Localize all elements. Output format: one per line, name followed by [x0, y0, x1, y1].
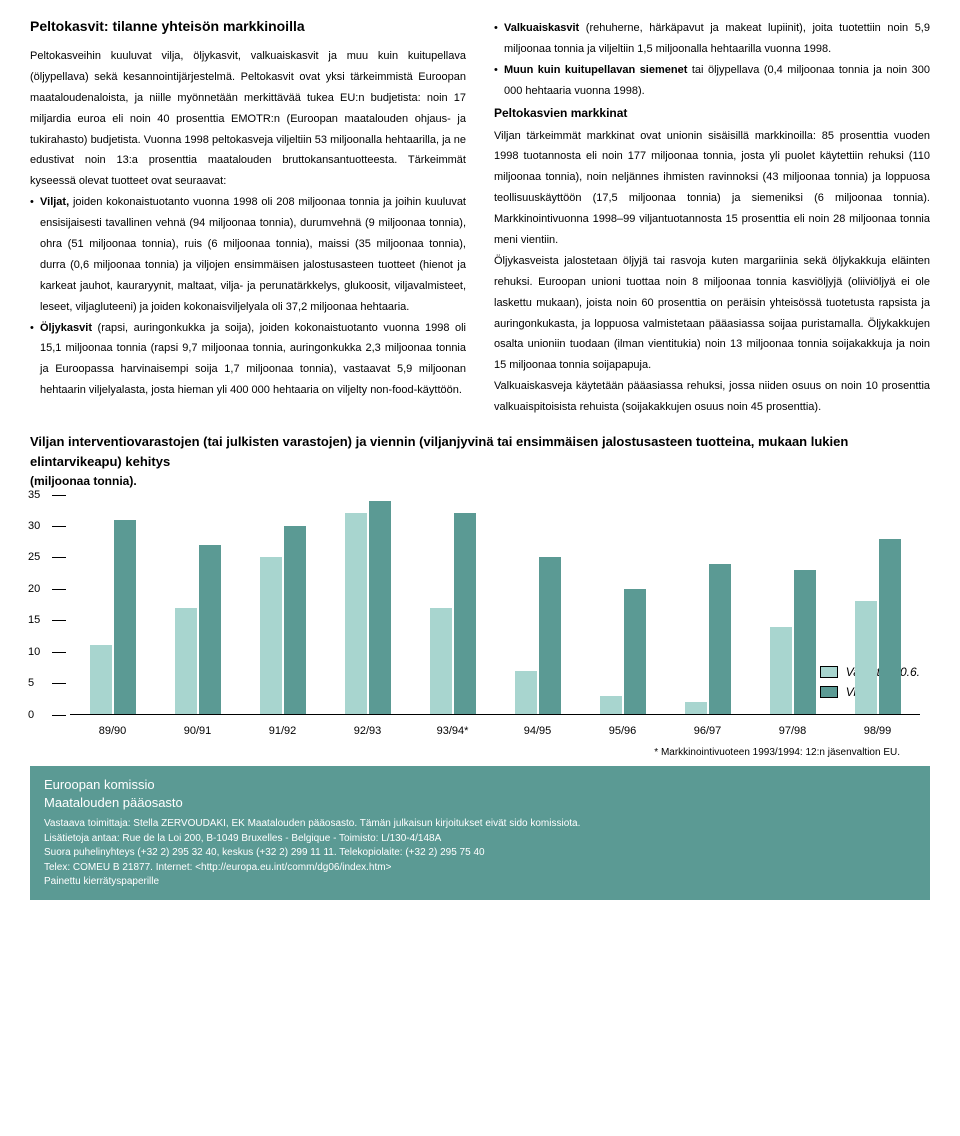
footer-address: Lisätietoja antaa: Rue de la Loi 200, B-… [44, 832, 916, 847]
bullet-siemenet: Muun kuin kuitupellavan siemenet tai ölj… [494, 60, 930, 102]
footer-block: Euroopan komissio Maatalouden pääosasto … [30, 766, 930, 900]
y-tick-label: 5 [28, 677, 34, 689]
bar-stock [855, 601, 877, 714]
bar-group [580, 495, 665, 715]
bar-stock [430, 608, 452, 715]
bullet-siemenet-lead: Muun kuin kuitupellavan siemenet [504, 64, 687, 76]
bars-container [70, 495, 920, 715]
y-tick [52, 526, 66, 527]
bar-stock [515, 671, 537, 715]
bar-stock [600, 696, 622, 715]
x-tick-label: 95/96 [580, 725, 665, 737]
chart-title-text: Viljan interventiovarastojen (tai julkis… [30, 434, 848, 469]
bar-export [114, 520, 136, 715]
bullet-valkuaiskasvit-lead: Valkuaiskasvit [504, 22, 579, 34]
bullet-oljykasvit-body: (rapsi, auringonkukka ja soija), joiden … [40, 322, 466, 397]
y-tick [52, 557, 66, 558]
page-title: Peltokasvit: tilanne yhteisön markkinoil… [30, 18, 466, 34]
y-tick-label: 0 [28, 709, 34, 721]
y-tick-label: 25 [28, 551, 40, 563]
y-tick-label: 15 [28, 614, 40, 626]
x-axis [70, 714, 920, 715]
footer-recycled: Painettu kierrätyspaperille [44, 875, 916, 890]
y-tick [52, 715, 66, 716]
bar-stock [345, 513, 367, 714]
bullet-viljat: Viljat, joiden kokonaistuotanto vuonna 1… [30, 192, 466, 317]
footer-dept: Maatalouden pääosasto [44, 794, 916, 813]
x-tick-label: 91/92 [240, 725, 325, 737]
y-tick-label: 10 [28, 646, 40, 658]
left-column: Peltokasvit: tilanne yhteisön markkinoil… [30, 18, 466, 418]
bar-export [454, 513, 476, 714]
bar-group [835, 495, 920, 715]
y-tick-label: 35 [28, 489, 40, 501]
bullet-viljat-body: joiden kokonaistuotanto vuonna 1998 oli … [40, 196, 466, 312]
y-tick-label: 30 [28, 520, 40, 532]
footer-editor: Vastaava toimittaja: Stella ZERVOUDAKI, … [44, 817, 916, 832]
y-tick-label: 20 [28, 583, 40, 595]
paragraph-oljykasvit: Öljykasveista jalostetaan öljyjä tai ras… [494, 251, 930, 376]
two-column-body: Peltokasvit: tilanne yhteisön markkinoil… [30, 18, 930, 418]
chart-subtitle: (miljoonaa tonnia). [30, 474, 137, 488]
y-tick [52, 652, 66, 653]
bar-group [70, 495, 155, 715]
bar-group [410, 495, 495, 715]
chart-title: Viljan interventiovarastojen (tai julkis… [30, 432, 930, 491]
bar-export [879, 539, 901, 715]
footer-telex: Telex: COMEU B 21877. Internet: <http://… [44, 861, 916, 876]
subheading-markkinat: Peltokasvien markkinat [494, 106, 930, 120]
y-tick [52, 620, 66, 621]
bar-stock [90, 645, 112, 714]
bar-export [284, 526, 306, 715]
x-tick-label: 93/94* [410, 725, 495, 737]
bar-group [495, 495, 580, 715]
bar-export [794, 570, 816, 715]
bar-group [665, 495, 750, 715]
x-tick-label: 90/91 [155, 725, 240, 737]
bar-export [709, 564, 731, 715]
bar-stock [770, 627, 792, 715]
footer-code: CH-25-99-005-FI-C [844, 1110, 930, 1125]
y-tick [52, 495, 66, 496]
footer-phone: Suora puhelinyhteys (+32 2) 295 32 40, k… [44, 846, 916, 861]
x-labels: 89/9090/9191/9292/9393/94*94/9595/9696/9… [70, 725, 920, 737]
intro-paragraph: Peltokasveihin kuuluvat vilja, öljykasvi… [30, 46, 466, 192]
x-tick-label: 96/97 [665, 725, 750, 737]
bar-export [199, 545, 221, 715]
bar-export [539, 557, 561, 714]
x-tick-label: 92/93 [325, 725, 410, 737]
bullet-valkuaiskasvit: Valkuaiskasvit (rehuherne, härkäpavut ja… [494, 18, 930, 60]
bar-group [325, 495, 410, 715]
x-tick-label: 98/99 [835, 725, 920, 737]
bar-group [750, 495, 835, 715]
y-tick [52, 683, 66, 684]
bullet-viljat-lead: Viljat, [40, 196, 69, 208]
right-column: Valkuaiskasvit (rehuherne, härkäpavut ja… [494, 18, 930, 418]
plot-area [70, 495, 920, 715]
bar-chart: 05101520253035 89/9090/9191/9292/9393/94… [50, 495, 920, 745]
bar-export [369, 501, 391, 715]
x-tick-label: 97/98 [750, 725, 835, 737]
paragraph-valkuaiskasvit: Valkuaiskasveja käytetään pääasiassa reh… [494, 376, 930, 418]
bar-stock [260, 557, 282, 714]
bar-stock [175, 608, 197, 715]
bullet-oljykasvit: Öljykasvit (rapsi, auringonkukka ja soij… [30, 318, 466, 402]
x-tick-label: 94/95 [495, 725, 580, 737]
paragraph-viljan-markkinat: Viljan tärkeimmät markkinat ovat unionin… [494, 126, 930, 251]
chart-footnote: * Markkinointivuoteen 1993/1994: 12:n jä… [30, 747, 900, 758]
footer-org: Euroopan komissio [44, 776, 916, 795]
bar-export [624, 589, 646, 715]
x-tick-label: 89/90 [70, 725, 155, 737]
bar-group [240, 495, 325, 715]
bar-group [155, 495, 240, 715]
bullet-oljykasvit-lead: Öljykasvit [40, 322, 92, 334]
y-tick [52, 589, 66, 590]
